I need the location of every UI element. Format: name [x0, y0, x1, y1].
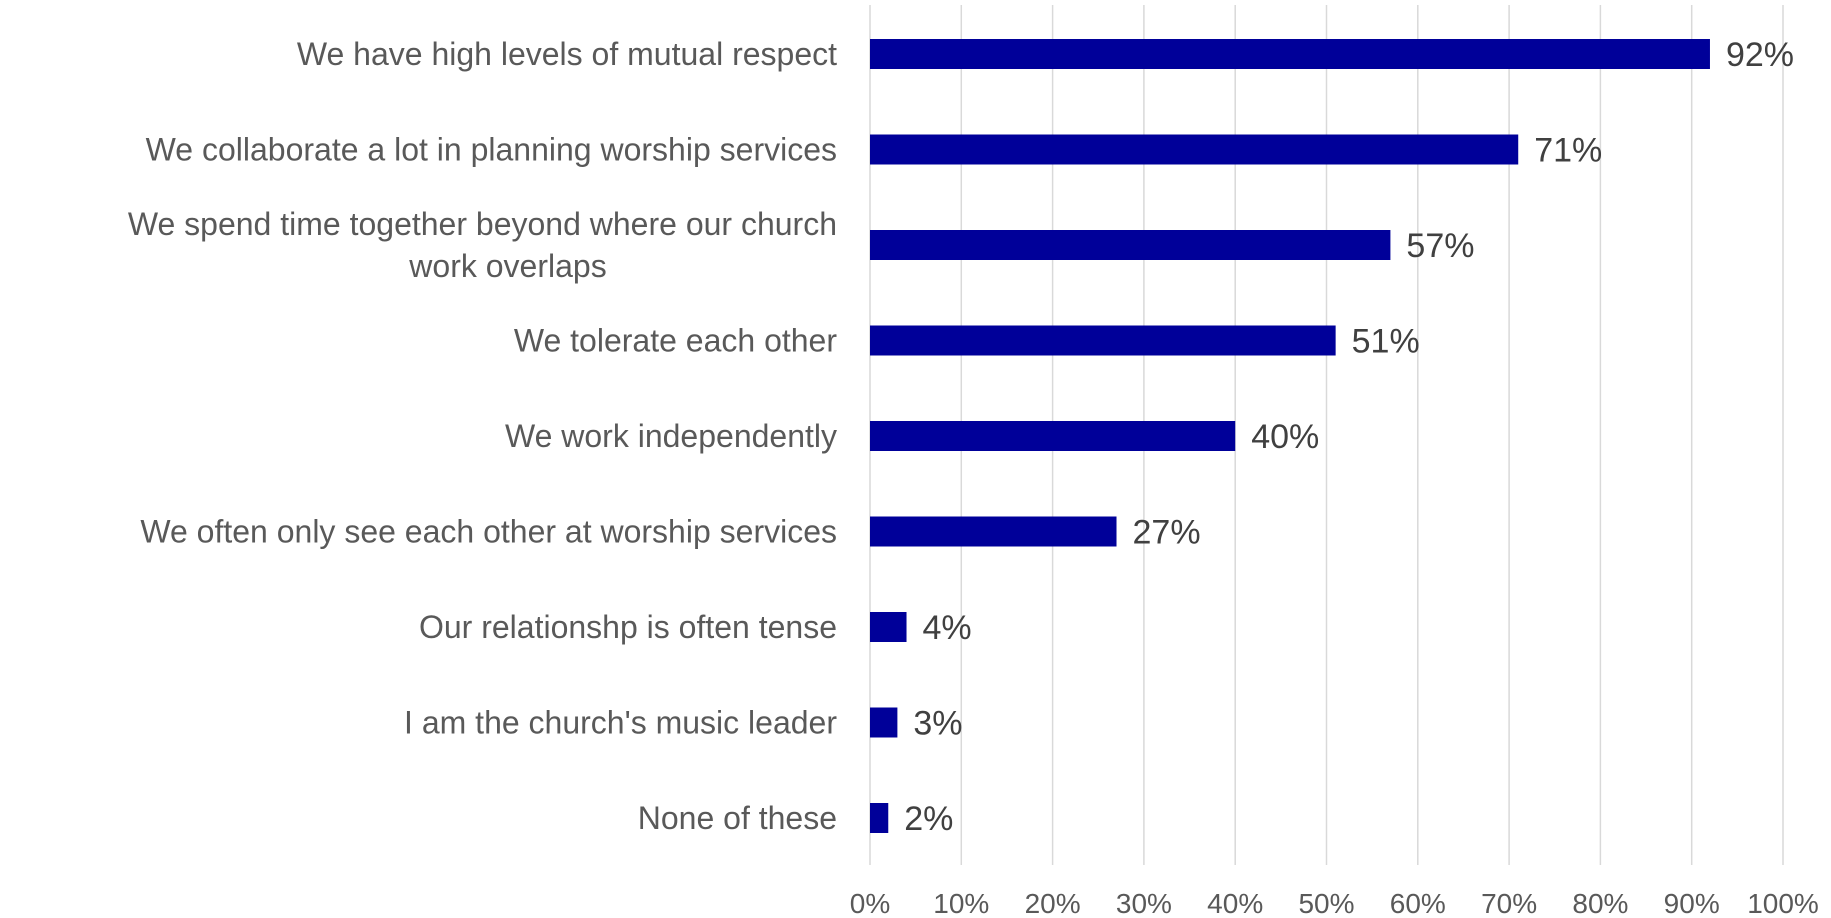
bar — [870, 230, 1391, 260]
category-label-line: We tolerate each other — [514, 323, 838, 359]
data-labels: 92% 71% 57% 51% 40% 27% 4% 3% 2% — [904, 36, 1794, 838]
data-label: 71% — [1534, 132, 1602, 170]
category-label: Our relationshp is often tense — [419, 609, 837, 645]
category-label-line: We collaborate a lot in planning worship… — [146, 132, 837, 168]
bar — [870, 707, 898, 738]
category-label: We spend time together beyond where our … — [128, 206, 837, 284]
category-label-line: We work independently — [505, 418, 837, 454]
data-label: 27% — [1133, 514, 1201, 552]
x-tick-label: 20% — [1025, 888, 1081, 918]
x-axis-ticks: 0% 10% 20% 30% 40% 50% 60% 70% 80% 90% 100% — [850, 888, 1819, 918]
category-label: We work independently — [505, 418, 837, 454]
x-tick-label: 100% — [1747, 888, 1819, 918]
x-tick-label: 10% — [933, 888, 989, 918]
category-label: We have high levels of mutual respect — [297, 36, 837, 72]
data-label: 51% — [1352, 323, 1420, 361]
data-label: 57% — [1406, 227, 1474, 265]
bar — [870, 325, 1336, 356]
category-label: We often only see each other at worship … — [140, 514, 837, 550]
data-label: 2% — [904, 800, 953, 838]
x-tick-label: 30% — [1116, 888, 1172, 918]
category-label-line: None of these — [638, 800, 837, 836]
bar — [870, 612, 907, 642]
data-label: 92% — [1726, 36, 1794, 74]
x-tick-label: 80% — [1572, 888, 1628, 918]
data-label: 4% — [923, 609, 972, 647]
category-label-line: We often only see each other at worship … — [140, 514, 837, 550]
bar — [870, 516, 1117, 547]
category-label-line: work overlaps — [408, 248, 606, 284]
category-label-line: We spend time together beyond where our … — [128, 206, 837, 242]
x-tick-label: 60% — [1390, 888, 1446, 918]
x-tick-label: 70% — [1481, 888, 1537, 918]
category-label: We tolerate each other — [514, 323, 838, 359]
data-label: 40% — [1251, 418, 1319, 456]
x-tick-label: 50% — [1298, 888, 1354, 918]
bar — [870, 39, 1710, 69]
category-label-line: We have high levels of mutual respect — [297, 36, 837, 72]
bar — [870, 421, 1236, 451]
x-tick-label: 0% — [850, 888, 890, 918]
bar — [870, 803, 889, 833]
x-tick-label: 90% — [1664, 888, 1720, 918]
category-label-line: I am the church's music leader — [404, 705, 837, 741]
category-label: We collaborate a lot in planning worship… — [146, 132, 837, 168]
data-label: 3% — [913, 705, 962, 743]
x-tick-label: 40% — [1207, 888, 1263, 918]
bars — [870, 39, 1710, 833]
bar — [870, 134, 1519, 165]
category-label: None of these — [638, 800, 837, 836]
category-labels: We have high levels of mutual respect We … — [128, 36, 838, 836]
category-label: I am the church's music leader — [404, 705, 837, 741]
category-label-line: Our relationshp is often tense — [419, 609, 837, 645]
